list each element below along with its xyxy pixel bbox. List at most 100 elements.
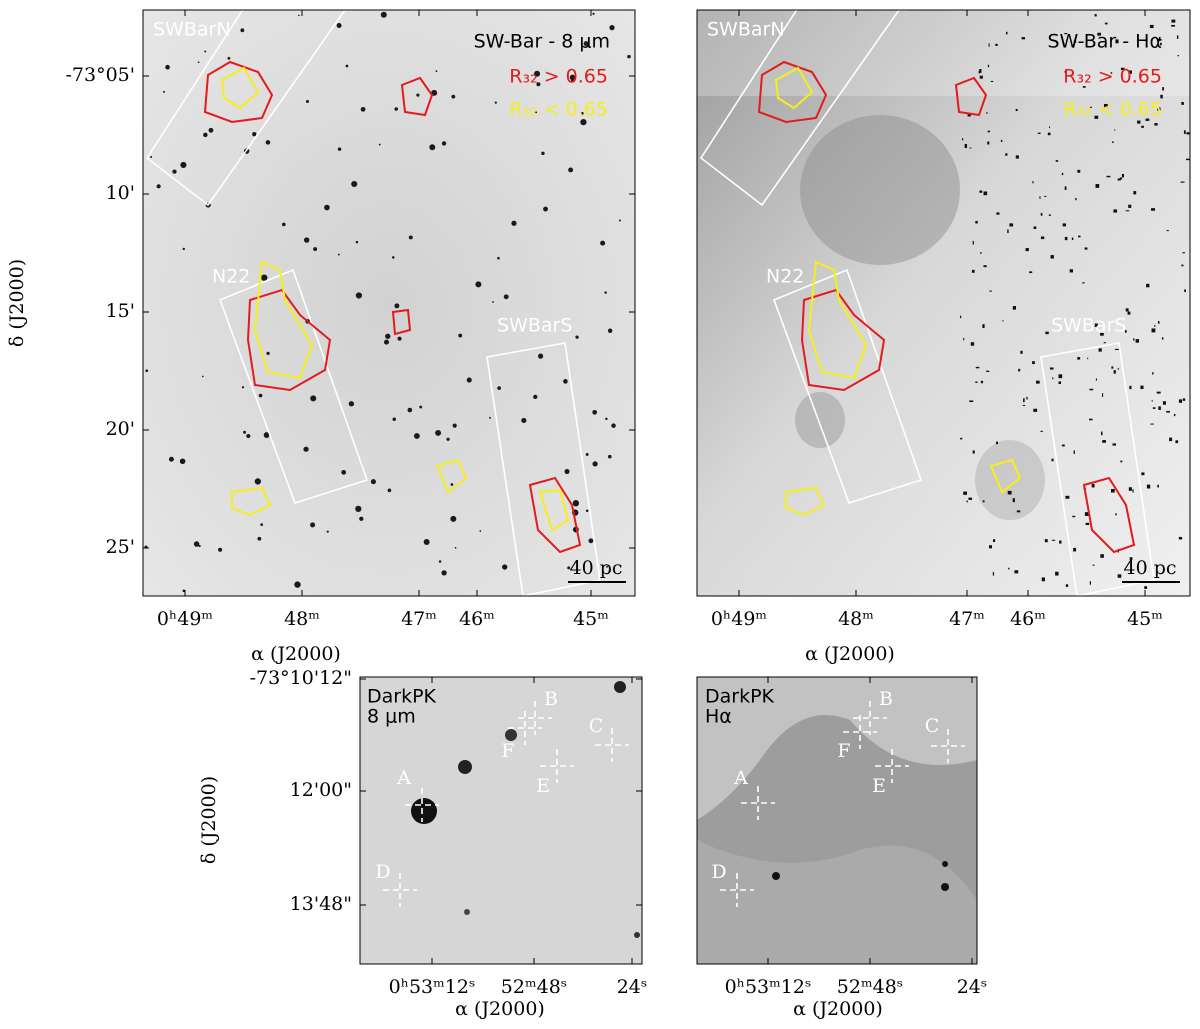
region-box bbox=[772, 268, 923, 504]
point-source bbox=[627, 54, 631, 59]
point-source bbox=[494, 101, 497, 104]
point-source bbox=[583, 41, 589, 47]
point-source bbox=[1110, 488, 1115, 493]
x-tick-label: 52ᵐ48ˢ bbox=[837, 976, 903, 998]
contour-high bbox=[246, 288, 332, 392]
axes-frame bbox=[359, 676, 643, 965]
point-source bbox=[980, 251, 982, 254]
panel-title: DarkPK bbox=[705, 686, 775, 708]
point-source bbox=[1181, 101, 1184, 105]
point-source bbox=[1061, 444, 1065, 447]
point-source bbox=[995, 43, 998, 46]
point-source bbox=[1176, 35, 1179, 39]
point-source bbox=[1084, 247, 1088, 250]
point-source bbox=[1015, 108, 1018, 111]
point-source bbox=[1073, 450, 1075, 454]
point-source bbox=[1033, 226, 1037, 229]
point-source bbox=[969, 147, 972, 149]
x-tick-label: 24ˢ bbox=[957, 976, 988, 998]
point-source bbox=[156, 184, 161, 189]
point-source bbox=[1158, 406, 1161, 410]
point-source bbox=[240, 28, 245, 33]
point-source bbox=[1089, 418, 1093, 421]
point-source bbox=[1029, 271, 1033, 274]
point-source bbox=[585, 452, 589, 456]
point-source bbox=[967, 113, 971, 117]
point-source bbox=[1009, 223, 1014, 227]
marker-label: E bbox=[536, 775, 550, 797]
source bbox=[464, 909, 470, 915]
point-source bbox=[1040, 430, 1043, 432]
region-box bbox=[1040, 342, 1155, 597]
point-source bbox=[263, 432, 270, 438]
bright-region bbox=[697, 677, 977, 820]
point-source bbox=[1050, 255, 1054, 259]
point-source bbox=[1044, 539, 1048, 543]
point-source bbox=[204, 50, 207, 53]
legend-high: R₃₂ > 0.65 bbox=[1063, 66, 1162, 88]
contour-low bbox=[538, 488, 570, 532]
point-source bbox=[1140, 385, 1144, 390]
point-source bbox=[1119, 177, 1123, 180]
panel-darkpk-ha bbox=[696, 676, 978, 965]
point-source bbox=[1099, 332, 1104, 336]
point-source bbox=[968, 497, 973, 500]
point-source bbox=[1021, 37, 1026, 40]
point-source bbox=[1128, 204, 1132, 208]
point-source bbox=[1075, 198, 1077, 201]
region-box bbox=[218, 268, 369, 504]
point-source bbox=[963, 491, 968, 495]
point-source bbox=[355, 240, 359, 244]
point-source bbox=[1077, 357, 1081, 360]
point-source bbox=[1159, 42, 1162, 46]
shell bbox=[795, 392, 845, 448]
point-source bbox=[611, 423, 616, 428]
point-source bbox=[1115, 39, 1119, 44]
contour-high bbox=[400, 76, 434, 117]
point-source bbox=[568, 167, 574, 173]
contour-low bbox=[807, 260, 868, 380]
point-source bbox=[960, 315, 962, 319]
point-source bbox=[475, 281, 482, 288]
contour-low bbox=[785, 486, 826, 517]
point-source bbox=[180, 161, 187, 169]
point-source bbox=[310, 522, 316, 528]
contour-low bbox=[774, 66, 814, 110]
point-source bbox=[423, 538, 430, 545]
point-source bbox=[975, 366, 980, 369]
point-source bbox=[1007, 490, 1012, 495]
point-source bbox=[963, 337, 965, 341]
point-source bbox=[441, 570, 447, 576]
point-source bbox=[992, 539, 996, 542]
panel-title: SW-Bar - 8 μm bbox=[474, 31, 610, 53]
panel-title: DarkPK bbox=[367, 686, 437, 708]
point-source bbox=[1133, 338, 1135, 341]
x-tick-label: 48ᵐ bbox=[284, 608, 320, 630]
point-source bbox=[1020, 350, 1023, 354]
point-source bbox=[986, 370, 990, 372]
point-source bbox=[1051, 458, 1054, 462]
point-source bbox=[1072, 515, 1076, 518]
axes-frame bbox=[696, 676, 978, 965]
point-source bbox=[990, 80, 994, 83]
point-source bbox=[987, 130, 991, 133]
y-tick-label: 15' bbox=[106, 300, 135, 322]
image-darkpk-8um bbox=[360, 677, 642, 964]
point-source bbox=[150, 156, 153, 158]
x-tick-label: 52ᵐ48ˢ bbox=[501, 976, 567, 998]
point-source bbox=[987, 64, 990, 68]
point-source bbox=[1014, 570, 1019, 574]
point-source bbox=[1166, 230, 1169, 232]
point-source bbox=[1102, 393, 1104, 398]
point-source bbox=[1071, 237, 1074, 241]
marker-label: A bbox=[733, 767, 748, 789]
x-tick-label: 0ʰ49ᵐ bbox=[157, 608, 213, 630]
point-source bbox=[537, 353, 544, 359]
point-source bbox=[258, 393, 263, 398]
point-source bbox=[394, 107, 398, 111]
point-source bbox=[1181, 264, 1184, 267]
point-source bbox=[978, 70, 980, 74]
point-source bbox=[355, 505, 362, 512]
point-source bbox=[1085, 522, 1090, 526]
point-source bbox=[413, 433, 420, 439]
